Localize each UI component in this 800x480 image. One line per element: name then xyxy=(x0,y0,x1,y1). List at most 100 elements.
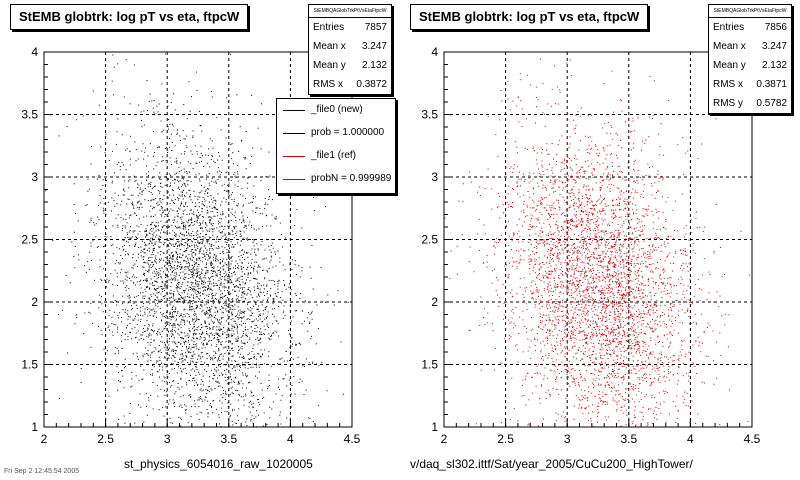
data-point xyxy=(620,194,622,196)
data-point xyxy=(207,343,209,345)
data-point xyxy=(246,268,248,270)
data-point xyxy=(111,197,113,199)
data-point xyxy=(207,317,209,319)
data-point xyxy=(164,264,166,266)
data-point xyxy=(198,161,200,163)
data-point xyxy=(616,308,617,310)
data-point xyxy=(158,261,160,263)
data-point xyxy=(165,282,167,284)
data-point xyxy=(184,251,186,253)
legend-item: _file1 (ref) xyxy=(277,145,395,168)
data-point xyxy=(181,238,183,240)
data-point xyxy=(234,321,236,322)
data-point xyxy=(299,363,301,365)
data-point xyxy=(216,360,218,362)
data-point xyxy=(128,277,130,279)
data-point xyxy=(221,328,222,330)
data-point xyxy=(613,170,615,172)
data-point xyxy=(652,270,654,272)
data-point xyxy=(598,411,600,413)
data-point xyxy=(149,260,151,262)
data-point xyxy=(197,246,199,248)
data-point xyxy=(184,296,186,298)
data-point xyxy=(183,225,184,227)
data-point xyxy=(196,366,198,368)
data-point xyxy=(571,381,573,383)
data-point xyxy=(163,342,165,344)
data-point xyxy=(150,394,152,396)
data-point xyxy=(517,239,519,241)
data-point xyxy=(144,279,146,281)
data-point xyxy=(549,335,551,336)
data-point xyxy=(232,330,234,332)
data-point xyxy=(154,113,156,115)
data-point xyxy=(626,414,628,416)
data-point xyxy=(203,339,205,341)
data-point xyxy=(184,209,186,211)
data-point xyxy=(247,252,249,254)
data-point xyxy=(213,270,215,272)
data-point xyxy=(556,228,558,230)
data-point xyxy=(224,190,226,191)
data-point xyxy=(687,271,689,273)
data-point xyxy=(562,182,564,184)
data-point xyxy=(163,243,165,245)
data-point xyxy=(234,308,236,310)
data-point xyxy=(682,253,684,255)
data-point xyxy=(612,292,614,294)
data-point xyxy=(145,291,147,293)
data-point xyxy=(231,368,233,370)
data-point xyxy=(148,243,150,245)
data-point xyxy=(187,361,189,363)
data-point xyxy=(172,200,174,202)
data-point xyxy=(178,416,180,418)
data-point xyxy=(268,327,269,328)
data-point xyxy=(212,297,213,299)
data-point xyxy=(229,349,231,351)
data-point xyxy=(178,294,180,296)
data-point xyxy=(615,346,617,348)
data-point xyxy=(142,143,144,145)
data-point xyxy=(187,341,189,343)
x-tick-label: 2.5 xyxy=(97,432,114,446)
data-point xyxy=(248,352,250,354)
data-point xyxy=(149,185,151,187)
data-point xyxy=(152,408,154,410)
data-point xyxy=(227,254,229,256)
data-point xyxy=(220,296,222,298)
data-point xyxy=(602,293,604,295)
data-point xyxy=(239,283,241,285)
data-point xyxy=(173,310,174,312)
data-point xyxy=(144,252,146,254)
data-point xyxy=(264,307,266,309)
data-point xyxy=(557,242,559,244)
data-point xyxy=(170,164,172,165)
data-point xyxy=(632,288,634,290)
data-point xyxy=(192,318,193,320)
data-point xyxy=(208,286,210,288)
data-point xyxy=(166,380,168,382)
data-point xyxy=(97,216,99,218)
data-point xyxy=(176,133,178,135)
data-point xyxy=(621,382,623,384)
data-point xyxy=(179,171,181,173)
data-point xyxy=(215,332,217,334)
data-point xyxy=(193,211,194,213)
data-point xyxy=(192,361,194,363)
data-point xyxy=(618,326,619,328)
data-point xyxy=(206,212,208,214)
data-point xyxy=(639,290,641,292)
data-point xyxy=(688,380,690,382)
data-point xyxy=(206,343,207,345)
data-point xyxy=(572,259,574,261)
data-point xyxy=(201,190,203,192)
data-point xyxy=(108,279,110,281)
data-point xyxy=(146,353,148,355)
data-point xyxy=(219,253,221,254)
data-point xyxy=(181,177,183,179)
data-point xyxy=(230,194,232,196)
data-point xyxy=(125,366,126,367)
data-point xyxy=(564,420,566,422)
data-point xyxy=(221,372,223,374)
data-point xyxy=(154,280,156,282)
